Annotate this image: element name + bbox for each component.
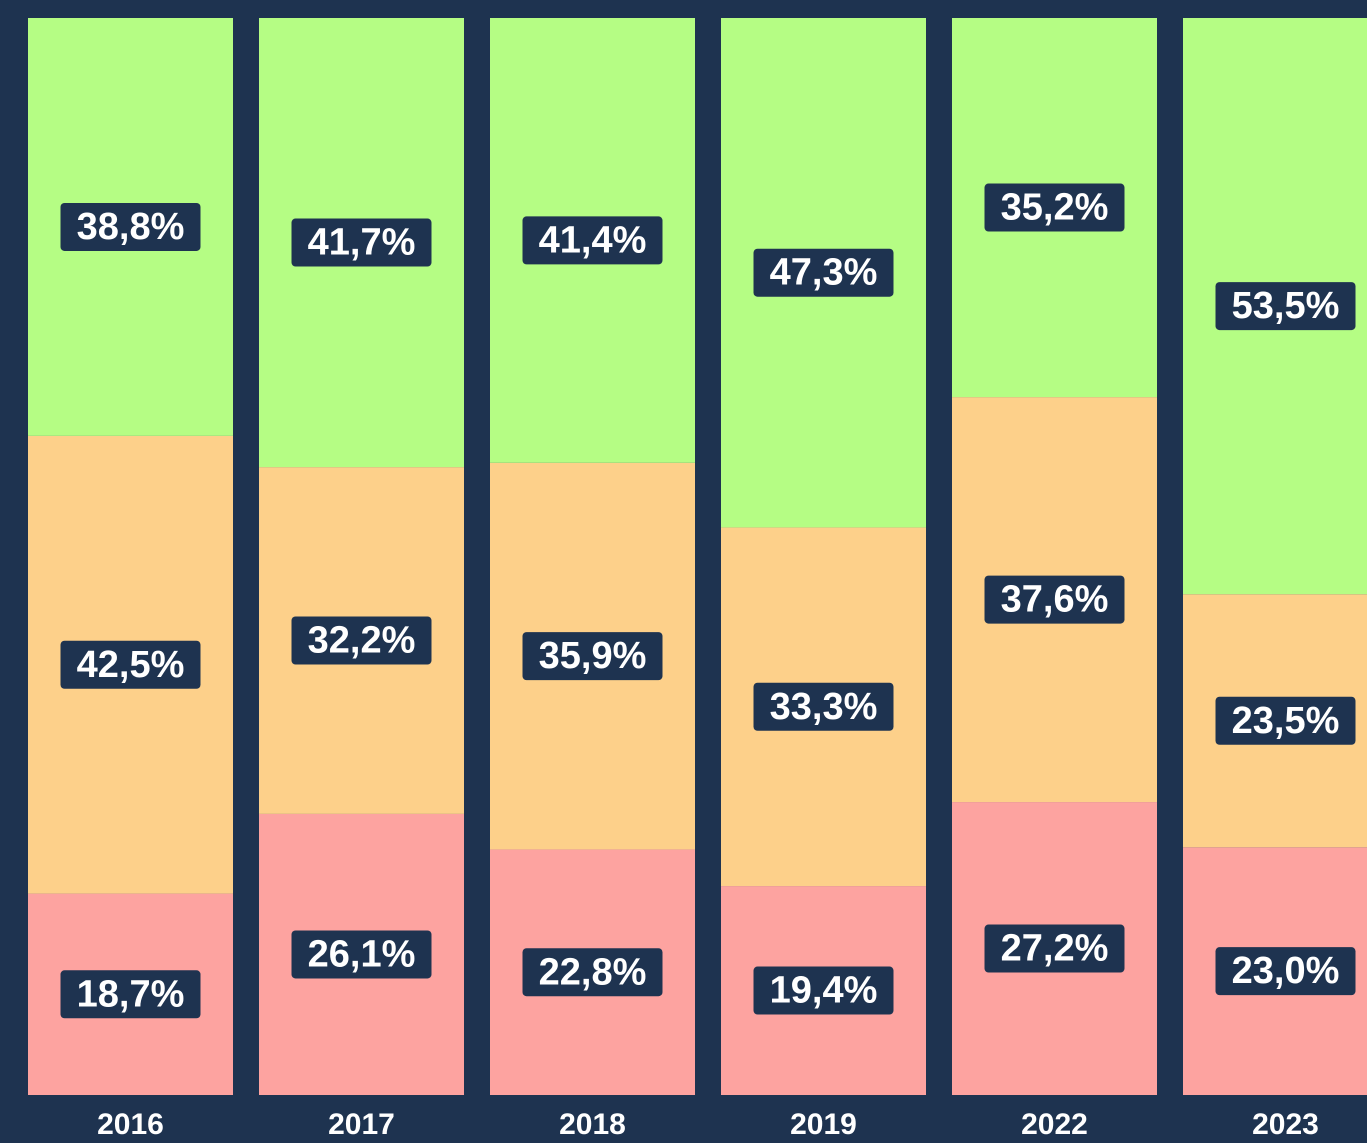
value-label-box	[522, 216, 663, 265]
value-label: 23,0%	[1232, 950, 1340, 992]
value-label-box	[60, 970, 201, 1019]
value-label-box	[291, 930, 432, 979]
value-label-box	[1215, 282, 1356, 331]
value-label-box	[522, 632, 663, 681]
value-label: 41,4%	[539, 219, 647, 261]
value-label-box	[753, 966, 894, 1015]
value-label: 35,2%	[1001, 187, 1109, 229]
value-label: 18,7%	[77, 973, 185, 1015]
value-label-box	[60, 202, 201, 251]
value-label-box	[1215, 947, 1356, 996]
value-label: 41,7%	[308, 222, 416, 264]
value-label: 32,2%	[308, 620, 416, 662]
value-label-box	[753, 682, 894, 731]
x-tick-label: 2019	[790, 1108, 857, 1141]
value-label: 53,5%	[1232, 285, 1340, 327]
value-label: 37,6%	[1001, 579, 1109, 621]
value-label-box	[291, 218, 432, 267]
value-label: 22,8%	[539, 951, 647, 993]
value-label-box	[984, 924, 1125, 973]
x-tick-label: 2023	[1252, 1108, 1319, 1141]
value-label-box	[753, 248, 894, 297]
value-label-box	[1215, 696, 1356, 745]
value-label: 26,1%	[308, 933, 416, 975]
value-label-box	[984, 575, 1125, 624]
value-label: 42,5%	[77, 644, 185, 686]
value-label: 38,8%	[77, 206, 185, 248]
x-tick-label: 2016	[97, 1108, 164, 1141]
value-label-box	[291, 616, 432, 665]
value-label-box	[984, 183, 1125, 232]
value-label: 23,5%	[1232, 700, 1340, 742]
value-label: 33,3%	[770, 686, 878, 728]
value-label: 19,4%	[770, 970, 878, 1012]
value-label-box	[522, 948, 663, 997]
x-tick-label: 2018	[559, 1108, 626, 1141]
value-label: 27,2%	[1001, 928, 1109, 970]
value-label-box	[60, 640, 201, 689]
x-tick-label: 2017	[328, 1108, 395, 1141]
value-label: 35,9%	[539, 635, 647, 677]
value-label: 47,3%	[770, 252, 878, 294]
x-tick-label: 2022	[1021, 1108, 1088, 1141]
